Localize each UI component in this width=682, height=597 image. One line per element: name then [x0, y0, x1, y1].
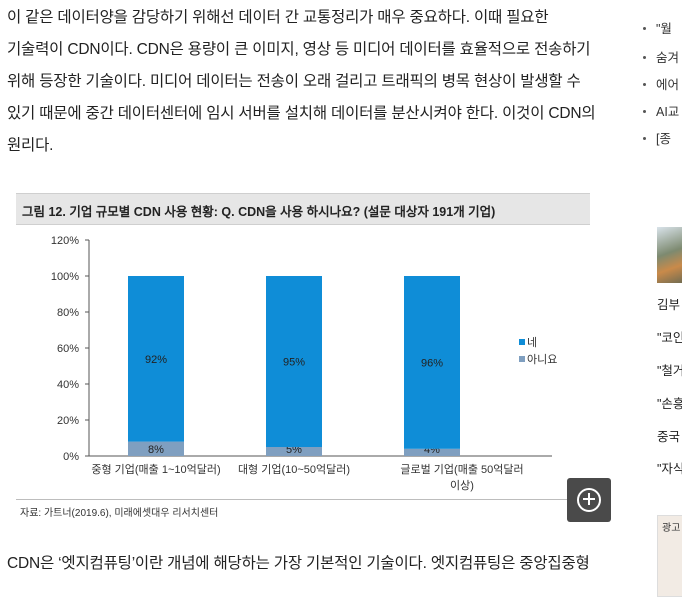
bullet	[643, 56, 646, 59]
article-line: 있기 때문에 중간 데이터센터에 임시 서버를 설치해 데이터를 분산시켜야 한…	[7, 105, 596, 122]
sidebar-news-item[interactable]: "손흥	[657, 397, 682, 411]
bar-chart: 0% 20% 40% 60% 80% 100% 120% 8% 92% 중형 기업(매출 1~10…	[51, 235, 558, 492]
y-tick-label: 100%	[51, 271, 79, 283]
figure-title: 그림 12. 기업 규모별 CDN 사용 현황: Q. CDN을 사용 하시나요…	[22, 205, 496, 219]
x-tick-label: 글로벌 기업(매출 50억달러	[400, 463, 523, 476]
bar-segment	[404, 448, 460, 456]
y-tick-label: 80%	[57, 307, 79, 319]
bar-segment	[128, 276, 184, 442]
bar-segment	[266, 447, 322, 456]
legend-label: 네	[527, 336, 537, 349]
data-label: 8%	[148, 444, 164, 456]
figure-source: 자료: 가트너(2019.6), 미래에셋대우 리서치센터	[20, 508, 219, 519]
article-line: 기술력이 CDN이다. CDN은 용량이 큰 이미지, 영상 등 미디어 데이터…	[7, 41, 591, 58]
data-label: 92%	[145, 354, 167, 366]
bullet	[643, 110, 646, 113]
article-line: 이 같은 데이터양을 감당하기 위해선 데이터 간 교통정리가 매우 중요하다.…	[7, 9, 549, 26]
sidebar-news-item[interactable]: 김부	[657, 298, 681, 312]
bar-segment	[266, 276, 322, 447]
x-tick-label: 이상)	[450, 479, 474, 492]
bar-segment	[128, 441, 184, 456]
bullet	[643, 137, 646, 140]
figure-divider	[16, 499, 590, 500]
y-tick-label: 0%	[63, 451, 79, 463]
y-tick-label: 40%	[57, 379, 79, 391]
sidebar-link[interactable]: AI교	[656, 105, 680, 119]
sidebar-news-item[interactable]: "코인	[657, 331, 682, 345]
bullet	[643, 27, 646, 30]
sidebar-link[interactable]: [종	[656, 132, 671, 146]
news-thumbnail[interactable]	[657, 227, 682, 283]
ad-label: 광고	[662, 523, 681, 534]
article-line: 위해 등장한 기술이다. 미디어 데이터는 전송이 오래 걸리고 트래픽의 병목…	[7, 73, 581, 90]
sidebar-news-item[interactable]: "철거	[657, 364, 682, 378]
sidebar-link[interactable]: 에어	[656, 78, 680, 92]
ad-banner[interactable]: 광고	[657, 515, 682, 597]
y-tick-label: 120%	[51, 235, 79, 247]
figure: 그림 12. 기업 규모별 CDN 사용 현황: Q. CDN을 사용 하시나요…	[16, 190, 590, 530]
article-line: 원리다.	[7, 137, 54, 154]
data-label: 96%	[421, 357, 443, 369]
zoom-in-button[interactable]	[567, 478, 611, 522]
data-label: 95%	[283, 357, 305, 369]
bar-segment	[404, 276, 460, 449]
figure-header: 그림 12. 기업 규모별 CDN 사용 현황: Q. CDN을 사용 하시나요…	[16, 193, 590, 225]
x-tick-label: 대형 기업(10~50억달러)	[238, 463, 350, 476]
legend-swatch	[519, 339, 525, 345]
sidebar-news-item[interactable]: 중국	[657, 430, 681, 444]
article-paragraph-2: CDN은 ‘엣지컴퓨팅’이란 개념에 해당하는 가장 기본적인 기술이다. 엣지…	[7, 555, 590, 572]
sidebar-link[interactable]: 숨겨	[656, 51, 680, 65]
legend-swatch	[519, 356, 525, 362]
sidebar-news-item[interactable]: "자식	[657, 462, 682, 476]
sidebar-link[interactable]: "월	[656, 22, 672, 36]
y-tick-label: 60%	[57, 343, 79, 355]
x-tick-label: 중형 기업(매출 1~10억달러)	[91, 463, 220, 476]
legend-label: 아니요	[527, 353, 557, 366]
y-tick-label: 20%	[57, 415, 79, 427]
article-paragraph: 이 같은 데이터양을 감당하기 위해선 데이터 간 교통정리가 매우 중요하다.…	[7, 2, 617, 162]
bullet	[643, 83, 646, 86]
